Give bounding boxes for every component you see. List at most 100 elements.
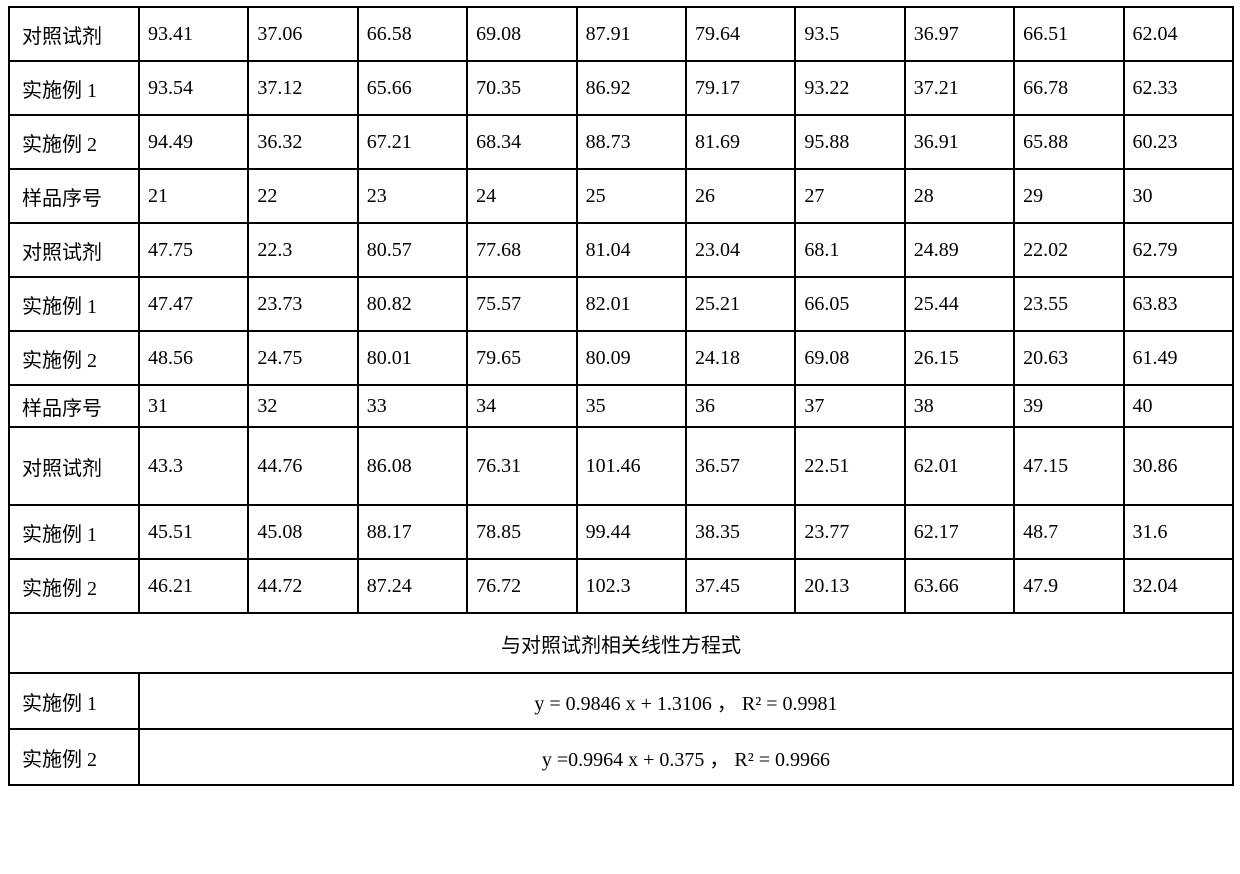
row-label: 实施例 1 [9, 505, 139, 559]
cell: 65.88 [1014, 115, 1123, 169]
equation-1: y = 0.9846 x + 1.3106 ， R² = 0.9981 [139, 673, 1233, 729]
cell: 20.63 [1014, 331, 1123, 385]
cell: 45.08 [248, 505, 357, 559]
cell: 38.35 [686, 505, 795, 559]
cell: 44.72 [248, 559, 357, 613]
cell: 37.06 [248, 7, 357, 61]
cell: 81.04 [577, 223, 686, 277]
cell: 93.41 [139, 7, 248, 61]
cell: 93.54 [139, 61, 248, 115]
cell: 23.77 [795, 505, 904, 559]
cell: 87.24 [358, 559, 467, 613]
cell: 30 [1124, 169, 1233, 223]
cell: 79.17 [686, 61, 795, 115]
cell: 24.18 [686, 331, 795, 385]
cell: 77.68 [467, 223, 576, 277]
cell: 66.51 [1014, 7, 1123, 61]
cell: 82.01 [577, 277, 686, 331]
row-label: 实施例 1 [9, 673, 139, 729]
table-row: 实施例 1 47.47 23.73 80.82 75.57 82.01 25.2… [9, 277, 1233, 331]
cell: 79.64 [686, 7, 795, 61]
cell: 40 [1124, 385, 1233, 427]
cell: 93.5 [795, 7, 904, 61]
data-table: 对照试剂 93.41 37.06 66.58 69.08 87.91 79.64… [8, 6, 1234, 786]
cell: 22 [248, 169, 357, 223]
cell: 47.47 [139, 277, 248, 331]
cell: 94.49 [139, 115, 248, 169]
cell: 36.57 [686, 427, 795, 505]
cell: 66.58 [358, 7, 467, 61]
cell: 47.15 [1014, 427, 1123, 505]
cell: 23.04 [686, 223, 795, 277]
cell: 36.91 [905, 115, 1014, 169]
table-row: 实施例 2 y =0.9964 x + 0.375 ， R² = 0.9966 [9, 729, 1233, 785]
table-row: 对照试剂 47.75 22.3 80.57 77.68 81.04 23.04 … [9, 223, 1233, 277]
cell: 24 [467, 169, 576, 223]
row-label: 实施例 2 [9, 115, 139, 169]
cell: 35 [577, 385, 686, 427]
cell: 47.75 [139, 223, 248, 277]
cell: 31.6 [1124, 505, 1233, 559]
cell: 67.21 [358, 115, 467, 169]
cell: 66.05 [795, 277, 904, 331]
cell: 47.9 [1014, 559, 1123, 613]
cell-text: 101.46 [586, 455, 641, 477]
row-label: 对照试剂 [9, 223, 139, 277]
cell: 20.13 [795, 559, 904, 613]
cell: 62.17 [905, 505, 1014, 559]
cell: 70.35 [467, 61, 576, 115]
cell: 68.1 [795, 223, 904, 277]
cell: 29 [1014, 169, 1123, 223]
cell: 65.66 [358, 61, 467, 115]
table-row: 实施例 2 48.56 24.75 80.01 79.65 80.09 24.1… [9, 331, 1233, 385]
cell: 31 [139, 385, 248, 427]
cell: 80.82 [358, 277, 467, 331]
cell: 79.65 [467, 331, 576, 385]
row-label: 实施例 2 [9, 729, 139, 785]
cell: 86.92 [577, 61, 686, 115]
cell: 80.01 [358, 331, 467, 385]
cell: 95.88 [795, 115, 904, 169]
cell: 33 [358, 385, 467, 427]
cell: 68.34 [467, 115, 576, 169]
cell: 69.08 [795, 331, 904, 385]
cell: 78.85 [467, 505, 576, 559]
cell: 60.23 [1124, 115, 1233, 169]
cell: 43.3 [139, 427, 248, 505]
cell: 26 [686, 169, 795, 223]
cell: 80.57 [358, 223, 467, 277]
cell: 62.01 [905, 427, 1014, 505]
cell: 37 [795, 385, 904, 427]
row-label: 实施例 2 [9, 559, 139, 613]
cell: 38 [905, 385, 1014, 427]
cell: 28 [905, 169, 1014, 223]
table-row: 样品序号 21 22 23 24 25 26 27 28 29 30 [9, 169, 1233, 223]
cell: 25 [577, 169, 686, 223]
cell: 76.31 [467, 427, 576, 505]
cell: 46.21 [139, 559, 248, 613]
row-label: 实施例 2 [9, 331, 139, 385]
table-row: 样品序号 31 32 33 34 35 36 37 38 39 40 [9, 385, 1233, 427]
cell: 48.7 [1014, 505, 1123, 559]
cell: 34 [467, 385, 576, 427]
cell: 27 [795, 169, 904, 223]
table-row: 对照试剂 43.3 44.76 86.08 76.31 101.46 36.57… [9, 427, 1233, 505]
cell: 24.89 [905, 223, 1014, 277]
cell: 25.44 [905, 277, 1014, 331]
cell: 62.79 [1124, 223, 1233, 277]
cell: 44.76 [248, 427, 357, 505]
row-label: 样品序号 [9, 169, 139, 223]
cell: 39 [1014, 385, 1123, 427]
table-row: 实施例 2 46.21 44.72 87.24 76.72 102.3 37.4… [9, 559, 1233, 613]
row-label: 实施例 1 [9, 61, 139, 115]
cell: 32.04 [1124, 559, 1233, 613]
row-label: 样品序号 [9, 385, 139, 427]
table-row: 与对照试剂相关线性方程式 [9, 613, 1233, 673]
cell: 102.3 [577, 559, 686, 613]
cell: 25.21 [686, 277, 795, 331]
cell: 24.75 [248, 331, 357, 385]
cell: 93.22 [795, 61, 904, 115]
table-row: 实施例 1 45.51 45.08 88.17 78.85 99.44 38.3… [9, 505, 1233, 559]
cell: 22.02 [1014, 223, 1123, 277]
table-row: 实施例 1 y = 0.9846 x + 1.3106 ， R² = 0.998… [9, 673, 1233, 729]
